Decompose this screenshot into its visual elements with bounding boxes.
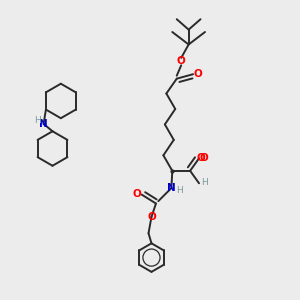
Text: O: O xyxy=(197,153,206,163)
Text: N: N xyxy=(167,183,176,193)
Text: N: N xyxy=(39,119,48,129)
Text: O: O xyxy=(194,69,203,79)
Text: H: H xyxy=(201,178,208,187)
Text: O: O xyxy=(147,212,156,223)
Text: O: O xyxy=(132,189,141,199)
Text: O: O xyxy=(200,153,208,163)
Text: H: H xyxy=(34,116,40,125)
Text: H: H xyxy=(176,186,183,195)
Text: O: O xyxy=(177,56,186,66)
